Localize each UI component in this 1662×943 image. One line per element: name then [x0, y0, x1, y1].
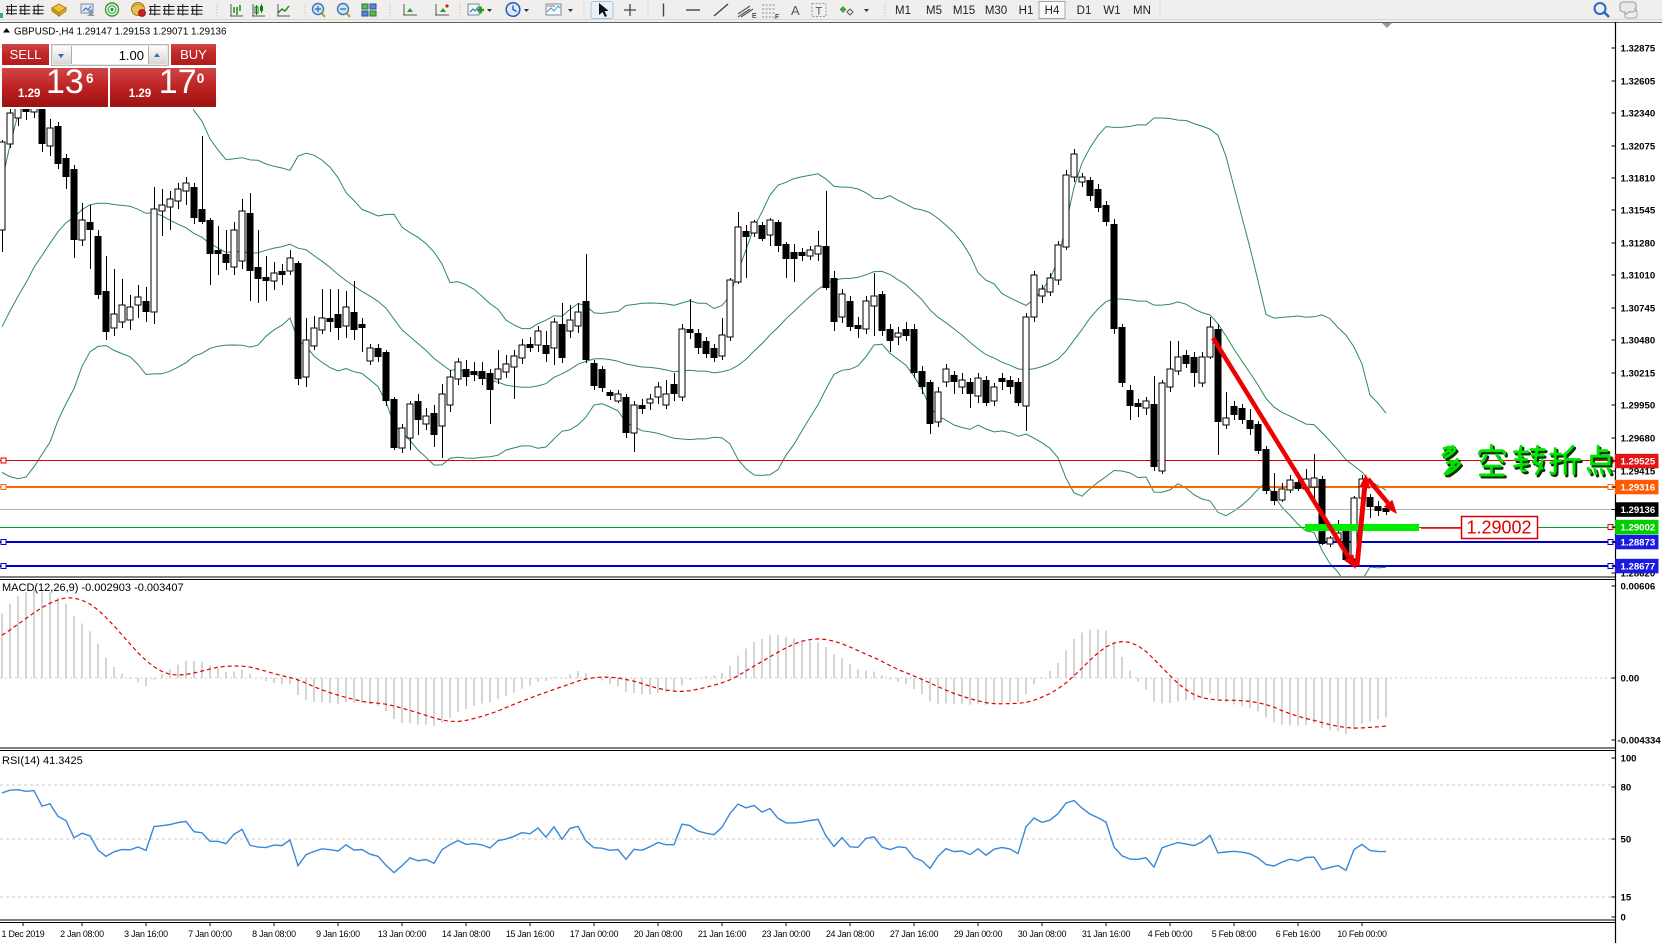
svg-text:1.29525: 1.29525 [1621, 457, 1656, 468]
svg-text:50: 50 [1621, 835, 1632, 846]
svg-text:1.28677: 1.28677 [1621, 562, 1656, 573]
svg-text:100: 100 [1621, 754, 1637, 765]
svg-text:31 Jan 16:00: 31 Jan 16:00 [1082, 929, 1131, 939]
svg-text:1.28620: 1.28620 [1621, 569, 1656, 580]
svg-text:1 Dec 2019: 1 Dec 2019 [2, 929, 45, 939]
svg-text:D1: D1 [1077, 5, 1092, 17]
svg-text:T: T [816, 6, 823, 18]
svg-text:8 Jan 08:00: 8 Jan 08:00 [252, 929, 296, 939]
svg-text:1.31810: 1.31810 [1621, 174, 1656, 185]
svg-text:1.30215: 1.30215 [1621, 369, 1656, 380]
svg-text:1.32605: 1.32605 [1621, 77, 1656, 88]
svg-text:MACD(12,26,9) -0.002903 -0.003: MACD(12,26,9) -0.002903 -0.003407 [2, 582, 184, 594]
svg-text:-0.004334: -0.004334 [1618, 736, 1662, 747]
svg-text:1.28873: 1.28873 [1621, 538, 1656, 549]
svg-text:RSI(14) 41.3425: RSI(14) 41.3425 [2, 755, 83, 767]
svg-text:24 Jan 08:00: 24 Jan 08:00 [826, 929, 875, 939]
svg-text:1.29002: 1.29002 [1621, 523, 1656, 534]
svg-text:1.30480: 1.30480 [1621, 336, 1656, 347]
svg-text:1.29002: 1.29002 [1466, 518, 1531, 538]
svg-text:15 Jan 16:00: 15 Jan 16:00 [506, 929, 555, 939]
svg-text:23 Jan 00:00: 23 Jan 00:00 [762, 929, 811, 939]
svg-text:1.31010: 1.31010 [1621, 271, 1656, 282]
svg-text:E: E [752, 13, 757, 20]
svg-text:1.32075: 1.32075 [1621, 142, 1656, 153]
svg-text:80: 80 [1621, 783, 1632, 794]
svg-text:1.29136: 1.29136 [1621, 505, 1656, 516]
svg-text:5 Feb 08:00: 5 Feb 08:00 [1212, 929, 1257, 939]
svg-text:M15: M15 [953, 5, 975, 17]
svg-text:1.32340: 1.32340 [1621, 109, 1656, 120]
svg-text:H1: H1 [1019, 5, 1034, 17]
svg-text:15: 15 [1621, 893, 1632, 904]
svg-text:13 Jan 00:00: 13 Jan 00:00 [378, 929, 427, 939]
svg-text:9 Jan 16:00: 9 Jan 16:00 [316, 929, 360, 939]
svg-text:0: 0 [1621, 913, 1626, 924]
svg-text:4 Feb 00:00: 4 Feb 00:00 [1148, 929, 1193, 939]
svg-text:1.29415: 1.29415 [1621, 467, 1656, 478]
svg-text:GBPUSD-,H4 1.29147 1.29153 1.: GBPUSD-,H4 1.29147 1.29153 1.29071 1.291… [14, 27, 227, 38]
svg-text:W1: W1 [1103, 5, 1120, 17]
svg-text:0.00: 0.00 [1621, 674, 1640, 685]
svg-text:7 Jan 00:00: 7 Jan 00:00 [188, 929, 232, 939]
svg-text:M30: M30 [985, 5, 1007, 17]
svg-text:H4: H4 [1045, 5, 1060, 17]
svg-text:3 Jan 16:00: 3 Jan 16:00 [124, 929, 168, 939]
svg-text:1.29680: 1.29680 [1621, 434, 1656, 445]
svg-text:M1: M1 [895, 5, 911, 17]
svg-text:30 Jan 08:00: 30 Jan 08:00 [1018, 929, 1067, 939]
svg-text:29 Jan 00:00: 29 Jan 00:00 [954, 929, 1003, 939]
svg-text:20 Jan 08:00: 20 Jan 08:00 [634, 929, 683, 939]
svg-text:27 Jan 16:00: 27 Jan 16:00 [890, 929, 939, 939]
svg-text:M5: M5 [926, 5, 942, 17]
svg-text:17 Jan 00:00: 17 Jan 00:00 [570, 929, 619, 939]
svg-text:10 Feb 00:00: 10 Feb 00:00 [1337, 929, 1387, 939]
svg-text:14 Jan 08:00: 14 Jan 08:00 [442, 929, 491, 939]
svg-text:1.29316: 1.29316 [1621, 483, 1656, 494]
svg-text:1.29950: 1.29950 [1621, 401, 1656, 412]
svg-text:6 Feb 16:00: 6 Feb 16:00 [1276, 929, 1321, 939]
svg-text:F: F [775, 14, 779, 21]
svg-text:1.32875: 1.32875 [1621, 44, 1656, 55]
svg-text:21 Jan 16:00: 21 Jan 16:00 [698, 929, 747, 939]
svg-text:MN: MN [1133, 5, 1151, 17]
svg-text:1.31545: 1.31545 [1621, 206, 1656, 217]
svg-text:A: A [791, 3, 800, 18]
svg-text:1.30745: 1.30745 [1621, 304, 1656, 315]
svg-text:2 Jan 08:00: 2 Jan 08:00 [60, 929, 104, 939]
svg-text:1.31280: 1.31280 [1621, 239, 1656, 250]
svg-text:0.00606: 0.00606 [1621, 582, 1656, 593]
